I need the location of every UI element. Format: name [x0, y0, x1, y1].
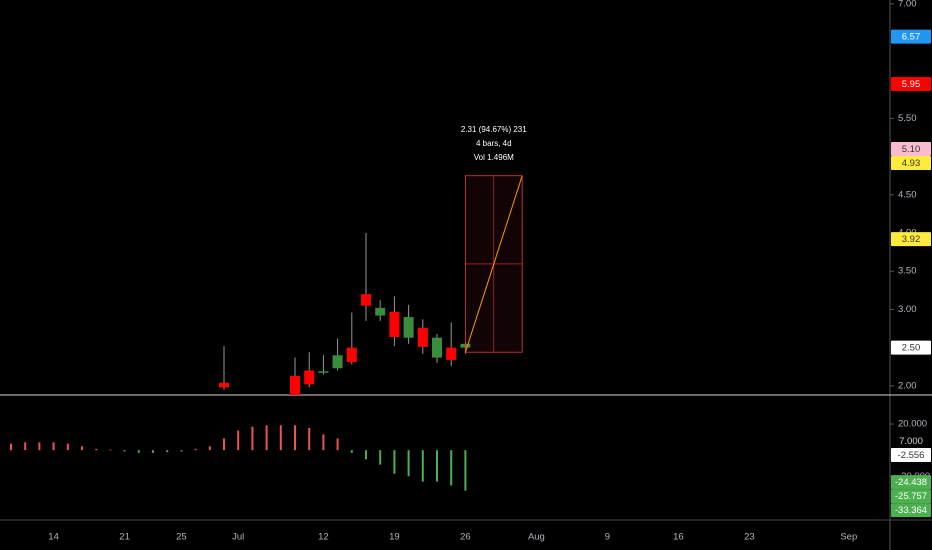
x-tick-label: 19 [389, 532, 400, 543]
x-tick-label: Jul [232, 532, 244, 543]
x-tick-label: 16 [673, 532, 684, 543]
histogram-bar [152, 450, 154, 453]
candle-body [219, 382, 229, 388]
histogram-bar [350, 450, 353, 453]
x-tick-label: 12 [318, 532, 329, 543]
histogram-bar [336, 438, 339, 451]
histogram-bar [10, 443, 12, 451]
histogram-bar [223, 438, 225, 451]
candle-body [304, 370, 315, 385]
histogram-bar [393, 450, 396, 474]
price-tag-label: 7.000 [899, 436, 923, 447]
histogram-bar [279, 425, 282, 451]
histogram-bar [421, 450, 424, 482]
price-tag-label: -24.438 [895, 477, 927, 488]
price-tag-label: -2.556 [898, 450, 925, 461]
x-tick-label: 9 [605, 532, 610, 543]
candle-body [432, 337, 442, 358]
price-tag-label: -33.364 [895, 505, 927, 516]
x-tick-label: 14 [48, 532, 59, 543]
x-tick-label: 21 [119, 532, 130, 543]
histogram-bar [450, 450, 453, 486]
histogram-bar [308, 427, 311, 451]
pane [10, 425, 467, 491]
histogram-bar [265, 425, 268, 451]
histogram-bar [407, 450, 410, 477]
x-tick-label: 23 [744, 532, 755, 543]
price-tag [891, 448, 931, 463]
histogram-bar [365, 450, 367, 460]
price-tag [891, 503, 931, 518]
price-tag [891, 29, 931, 44]
price-tag [891, 141, 931, 156]
histogram-bar [24, 442, 27, 451]
y-tick-label: 3.00 [898, 304, 917, 315]
histogram-bar [251, 426, 254, 451]
price-tag-label: 5.95 [902, 79, 921, 90]
measure-label: Vol 1.496M [474, 153, 514, 162]
pane [219, 175, 523, 395]
price-tag-label: -25.757 [895, 491, 927, 502]
y-tick-label: 4.50 [898, 189, 917, 200]
x-tick-label: Aug [528, 532, 545, 543]
price-tag [891, 155, 931, 170]
histogram-bar [123, 450, 126, 452]
y-tick-label: 20.000 [898, 419, 927, 430]
histogram-bar [436, 450, 438, 482]
price-tag [891, 475, 931, 490]
x-tick-label: 26 [460, 532, 471, 543]
candle-body [446, 347, 457, 360]
price-tag-label: 5.10 [902, 144, 921, 155]
histogram-bar [464, 450, 467, 491]
histogram-bar [52, 442, 55, 451]
y-tick-label: 3.50 [898, 266, 917, 277]
histogram-bar [194, 448, 197, 451]
histogram-bar [379, 450, 382, 465]
histogram-bar [294, 425, 296, 451]
histogram-bar [66, 443, 69, 451]
histogram-bar [38, 442, 41, 451]
candle-body [375, 307, 386, 316]
candle-body [346, 347, 357, 363]
candle-body [389, 311, 400, 337]
candle-body [290, 375, 300, 395]
price-tag [891, 489, 931, 504]
histogram-bar [166, 450, 169, 453]
measure-label: 2.31 (94.67%) 231 [461, 125, 527, 134]
histogram-bar [180, 450, 183, 452]
histogram-bar [322, 434, 325, 451]
candle-body [361, 294, 371, 306]
price-tag-label: 3.92 [902, 234, 921, 245]
candle-body [332, 355, 343, 369]
candle-body [403, 317, 414, 338]
price-tag [891, 340, 931, 355]
candle-body [318, 371, 329, 373]
x-tick-label: 25 [176, 532, 187, 543]
y-tick-label: 2.00 [898, 380, 917, 391]
price-tag-label: 4.93 [902, 158, 921, 169]
price-tag-label: 6.57 [902, 32, 921, 43]
histogram-bar [95, 448, 98, 451]
histogram-bar [137, 450, 140, 453]
price-tag [891, 232, 931, 247]
candle-body [417, 327, 428, 347]
price-tag-label: 2.50 [902, 343, 921, 354]
histogram-bar [81, 446, 83, 451]
x-tick-label: Sep [840, 532, 857, 543]
measure-label: 4 bars, 4d [476, 139, 512, 148]
y-tick-label: 5.50 [898, 113, 917, 124]
y-tick-label: 7.00 [898, 0, 917, 9]
measure-diagonal [464, 175, 523, 353]
histogram-bar [237, 430, 240, 451]
price-tag [891, 434, 931, 449]
histogram-bar [208, 446, 211, 451]
price-tag [891, 77, 931, 92]
histogram-bar [109, 449, 112, 451]
